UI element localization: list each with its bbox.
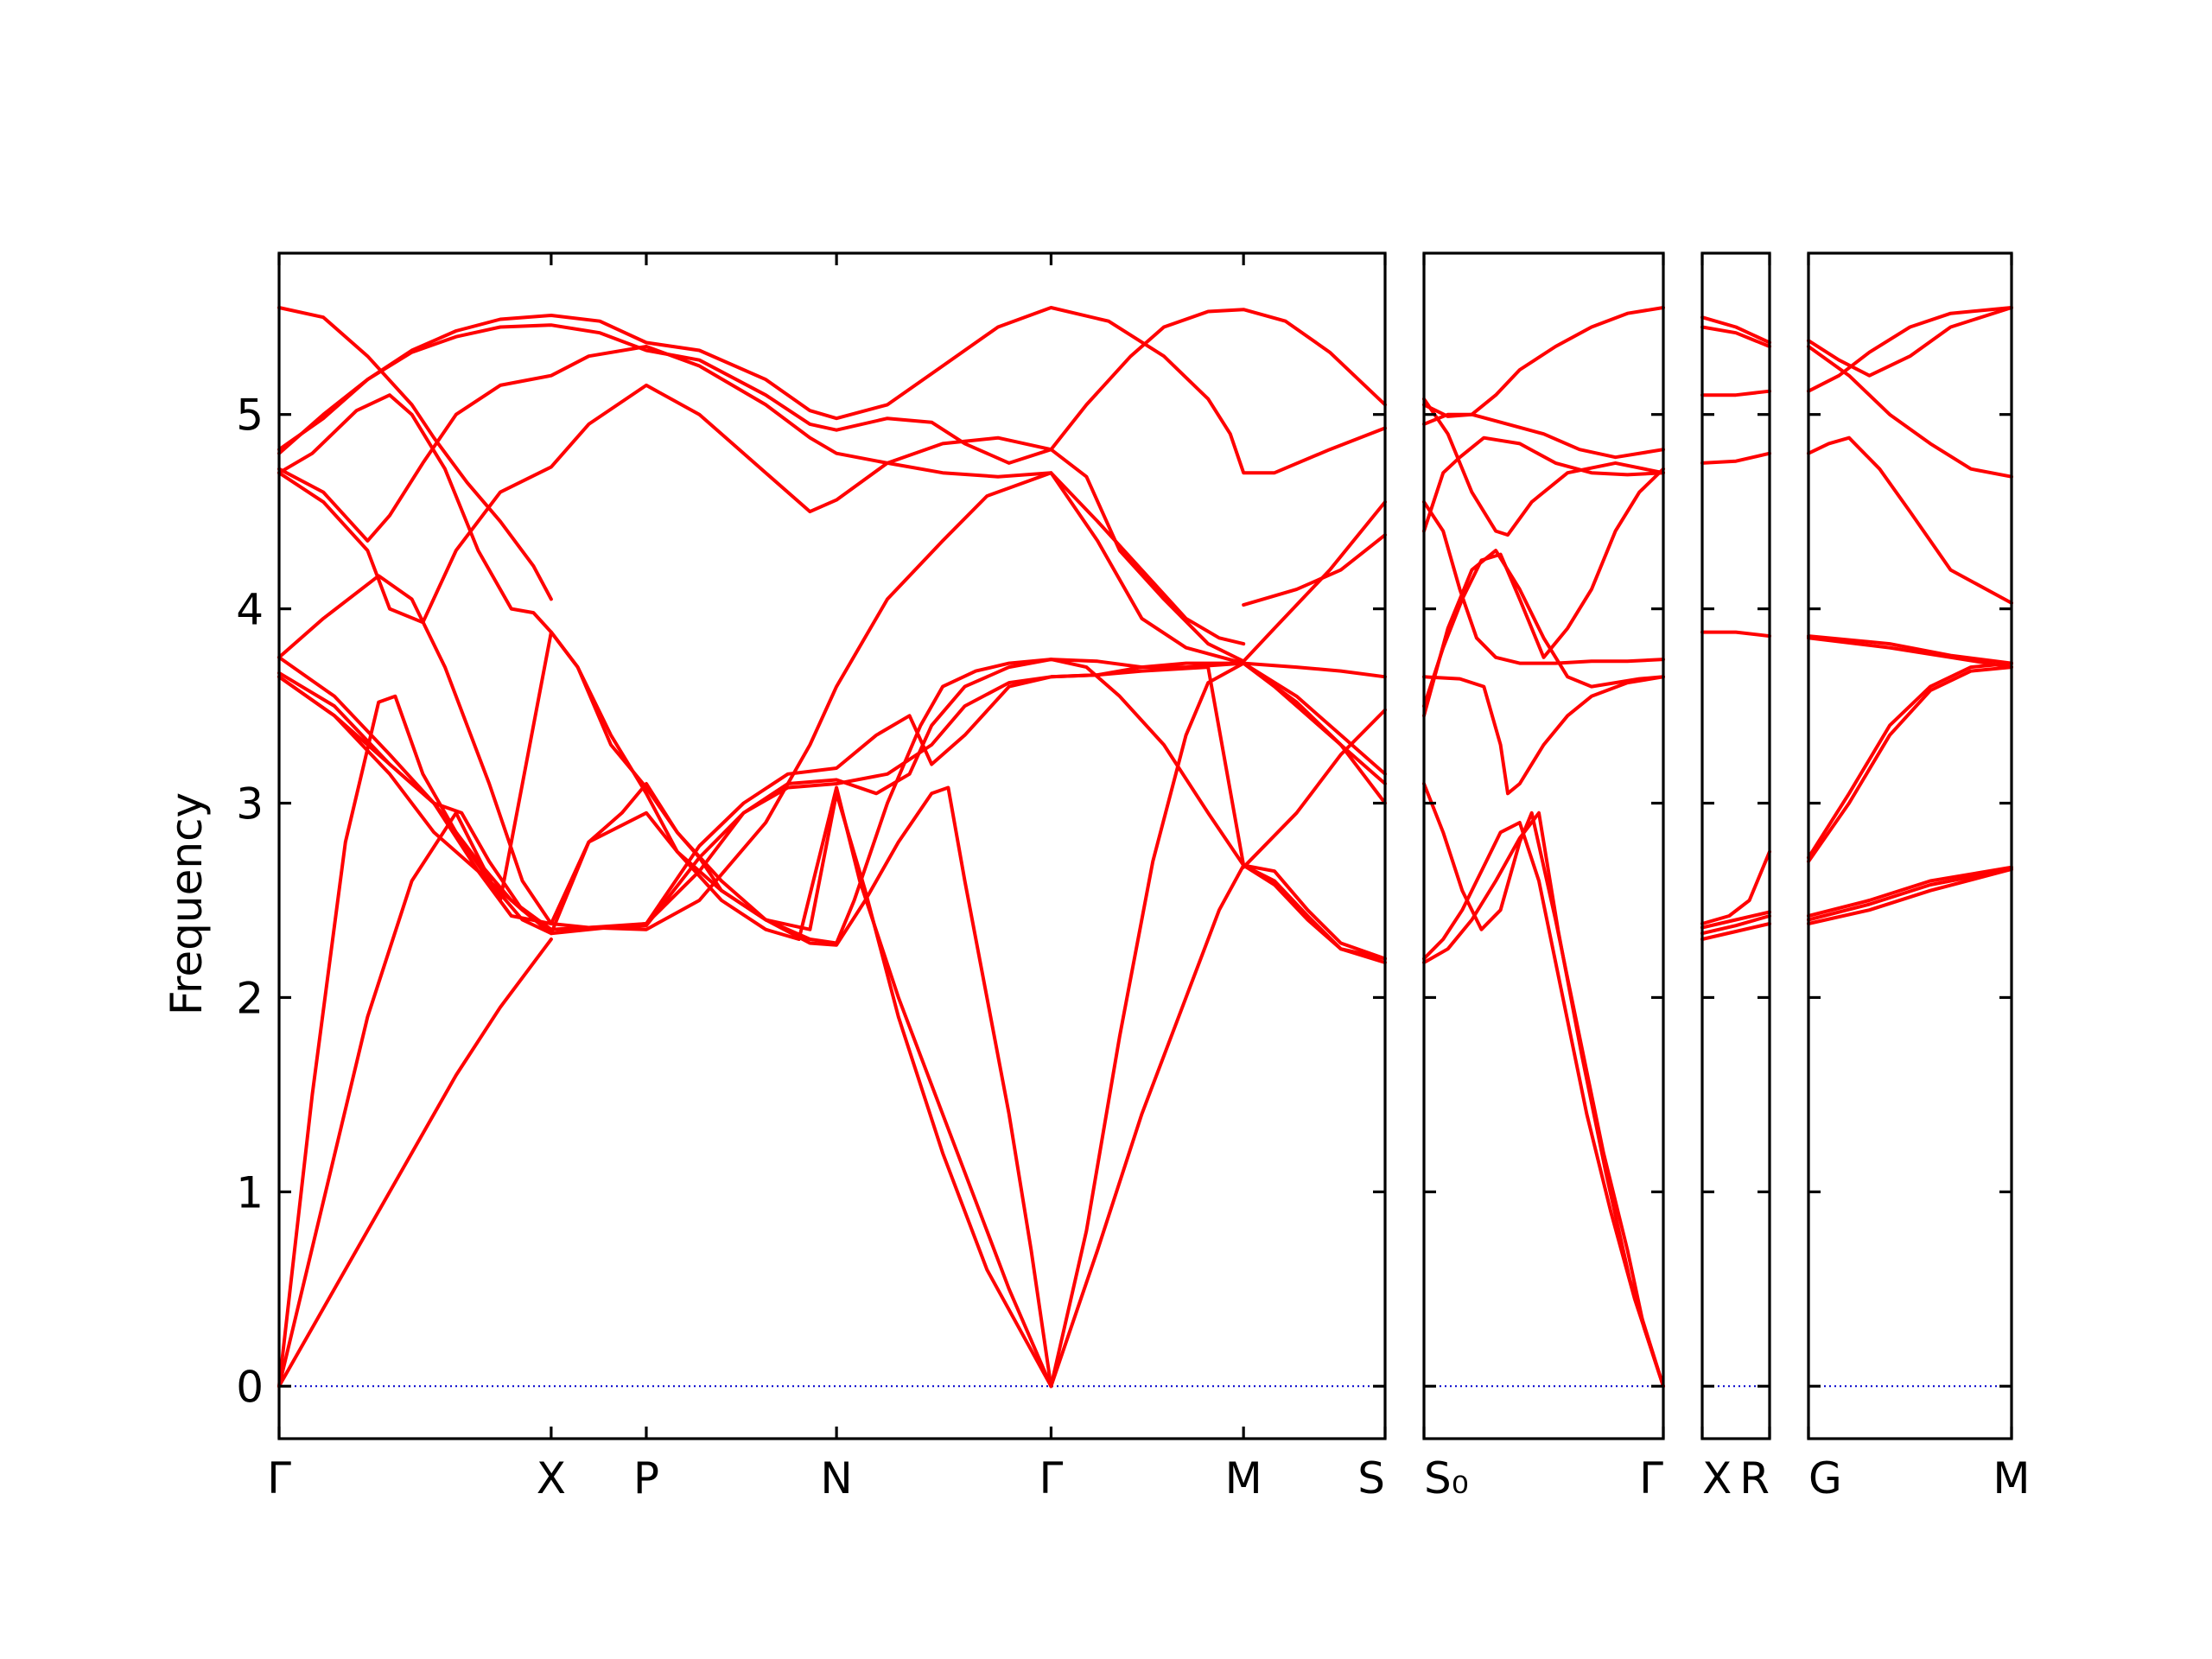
band-7 (1700, 910, 1771, 930)
band-1 (1422, 306, 1665, 418)
kpoint-label: S₀ (1424, 1453, 1469, 1503)
kpoint-label: Γ (1639, 1453, 1663, 1503)
band-6 (1422, 549, 1665, 718)
band-1 (1700, 315, 1771, 345)
band-18 (1242, 708, 1387, 869)
band-7 (277, 471, 1387, 931)
kpoint-label: N (820, 1453, 852, 1503)
band-10 (1422, 821, 1665, 1389)
band-7 (1807, 661, 2013, 860)
band-8 (1807, 665, 2013, 863)
band-8 (1700, 914, 1771, 936)
y-tick-label: 3 (236, 779, 264, 830)
panel-frame (1700, 251, 1771, 1440)
band-5 (1807, 634, 2013, 665)
panel-frame (277, 251, 1387, 1440)
band-14 (277, 938, 553, 1389)
band-11 (1807, 868, 2013, 925)
band-16 (1049, 863, 1387, 1389)
band-5 (1700, 630, 1771, 639)
band-6 (1807, 636, 2013, 670)
panel-frame (1807, 251, 2013, 1440)
band-2 (277, 306, 1387, 475)
band-9 (1422, 782, 1665, 1389)
band-17 (1242, 661, 1387, 805)
band-8 (1422, 675, 1665, 796)
kpoint-label: R (1739, 1453, 1770, 1503)
band-19 (1242, 533, 1387, 607)
panel-2: S₀ Γ (1422, 251, 1665, 1503)
y-tick-label: 4 (236, 585, 264, 635)
band-11 (277, 675, 1053, 1389)
band-11 (1422, 810, 1665, 1389)
panel-frame (1422, 251, 1665, 1440)
band-6 (277, 383, 1387, 664)
y-tick-label: 2 (236, 973, 264, 1023)
panel-1: Γ X P N Γ M S 0 1 2 3 4 5 (236, 251, 1387, 1503)
kpoint-label: X (1702, 1453, 1732, 1503)
band-1 (1807, 306, 2013, 378)
kpoint-label: G (1808, 1453, 1842, 1503)
band-3 (1700, 389, 1771, 397)
band-4 (1807, 435, 2013, 605)
kpoint-label: X (537, 1453, 566, 1503)
kpoint-label: Γ (267, 1453, 291, 1503)
band-5 (1422, 499, 1665, 665)
kpoint-label: S (1357, 1453, 1385, 1503)
kpoint-label: M (1225, 1453, 1262, 1503)
band-10 (277, 665, 1387, 964)
band-3 (277, 308, 1387, 465)
band-12 (277, 694, 1053, 1389)
band-15 (1049, 661, 1246, 1389)
band-2 (1422, 412, 1665, 460)
band-10 (1807, 868, 2013, 922)
kpoint-label: P (633, 1453, 659, 1503)
band-9 (1700, 922, 1771, 941)
band-3 (1422, 397, 1665, 537)
band-3 (1807, 345, 2013, 479)
band-13 (277, 630, 1053, 1389)
band-9 (1807, 865, 2013, 918)
kpoint-label: Γ (1039, 1453, 1064, 1503)
band-7 (1422, 467, 1665, 709)
kpoint-label: M (1993, 1453, 2030, 1503)
band-2 (1807, 306, 2013, 393)
y-tick-label: 5 (236, 391, 264, 441)
band-2 (1700, 325, 1771, 348)
band-4 (1422, 435, 1665, 533)
y-axis-label: Frequency (162, 792, 212, 1015)
band-6 (1700, 849, 1771, 925)
band-4 (1700, 451, 1771, 465)
y-tick-label: 1 (236, 1167, 264, 1217)
band-1 (277, 306, 553, 601)
y-tick-label: 0 (236, 1362, 264, 1412)
